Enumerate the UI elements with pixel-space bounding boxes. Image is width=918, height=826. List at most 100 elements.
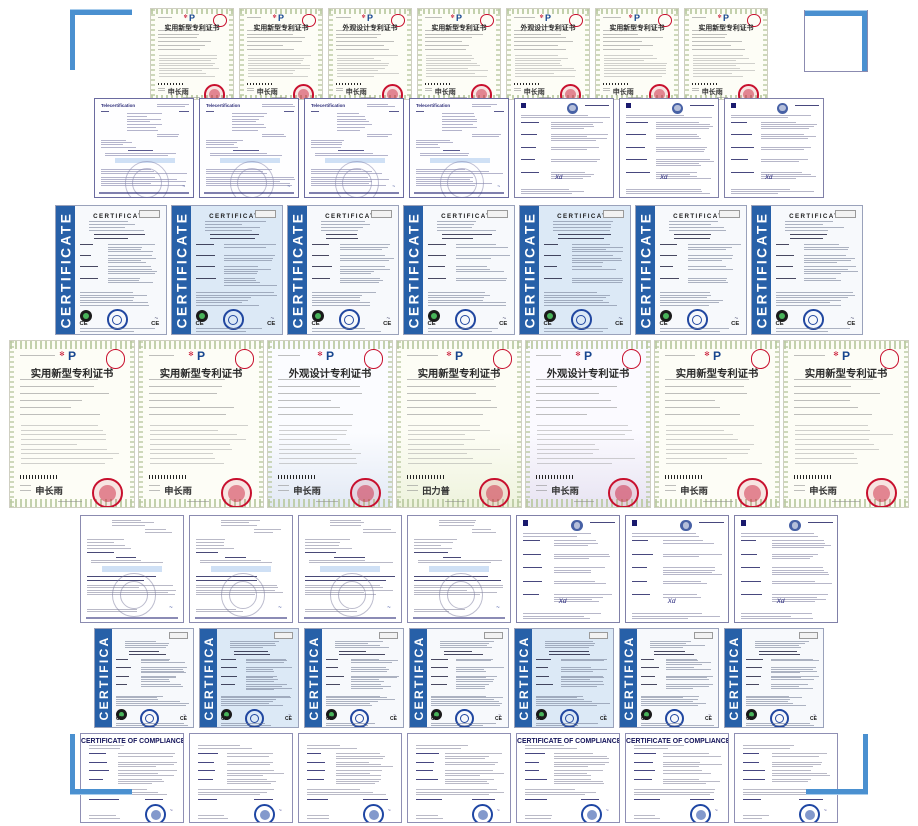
ornament-border-left [10, 341, 14, 507]
certificate-card[interactable]: CERTIFICA ~ CE CE [514, 628, 614, 728]
ornament-border-right [130, 341, 134, 507]
text-line [746, 723, 810, 724]
certificate-card[interactable]: CERTIFICA ~ CE CE [724, 628, 824, 728]
round-blue-seal [471, 803, 494, 822]
certificate-card[interactable]: Xd [625, 515, 729, 623]
certificate-card[interactable]: P ✻ 实用新型专利证书 田力普 [396, 340, 522, 508]
national-emblem-seal [608, 477, 639, 507]
certificate-card[interactable]: Xd [514, 98, 614, 198]
certificate-card[interactable]: CERTIFICA ~ CE CE [619, 628, 719, 728]
text-line [116, 695, 164, 697]
certificate-card[interactable]: CERTIFICA ~ CE CE [199, 628, 299, 728]
certificate-card[interactable]: ~ [189, 733, 293, 823]
text-line [336, 75, 375, 77]
text-line [772, 569, 825, 571]
certificate-card[interactable]: CERTIFICATE CERTIFICATE ~ CE CE [519, 205, 631, 335]
certificate-card[interactable]: Telecertification ~ [304, 98, 404, 198]
certificate-card[interactable]: Xd [516, 515, 620, 623]
certificate-card[interactable]: ~ [407, 515, 511, 623]
text-line [772, 753, 827, 755]
text-line [408, 434, 465, 436]
text-line [663, 596, 701, 598]
text-line [445, 764, 496, 766]
text-line [513, 45, 558, 47]
text-line [772, 781, 809, 783]
certificate-card[interactable]: CERTIFICATE OF COMPLIANCE ~ [516, 733, 620, 823]
text-line [339, 257, 394, 259]
text-line [367, 133, 392, 135]
certificate-card[interactable]: Telecertification ~ [409, 98, 509, 198]
certificate-card[interactable]: CERTIFICA ~ CE CE [409, 628, 509, 728]
certificate-card[interactable]: ~ [298, 733, 402, 823]
certificate-card[interactable]: ~ [734, 733, 838, 823]
text-line [150, 425, 248, 426]
certificate-card[interactable]: Telecertification ~ [199, 98, 299, 198]
certificate-card[interactable]: CERTIFICATE CERTIFICATE ~ CE CE [403, 205, 515, 335]
text-line [632, 594, 650, 596]
text-line [420, 154, 469, 156]
text-line [227, 770, 275, 772]
text-line [182, 96, 201, 98]
certificate-card[interactable]: ~ [407, 733, 511, 823]
certificate-card[interactable]: CERTIFICATE CERTIFICATE ~ CE CE [55, 205, 167, 335]
text-line [666, 453, 749, 455]
certificate-card[interactable]: ~ [80, 515, 184, 623]
certificate-card[interactable]: CERTIFICA ~ CE CE [94, 628, 194, 728]
ornament-border-right [674, 9, 678, 99]
text-line [246, 670, 274, 672]
certificate-card[interactable]: CERTIFICATE CERTIFICATE ~ CE CE [287, 205, 399, 335]
text-line [271, 96, 286, 98]
certificate-card[interactable]: ~ [298, 515, 402, 623]
text-line [761, 123, 817, 125]
ornament-border-top [151, 9, 233, 14]
logo-mark [741, 519, 747, 526]
certificate-card[interactable]: CERTIFICA ~ CE CE [304, 628, 404, 728]
certificate-card[interactable]: Xd [734, 515, 838, 623]
sidebar-label: CERTIFICATE [406, 211, 422, 329]
text-line [427, 292, 485, 294]
text-line [571, 255, 614, 257]
certificate-card[interactable]: CERTIFICATE OF COMPLIANCE ~ [80, 733, 184, 823]
certificate-card[interactable]: P✻实用新型专利证书申长雨 [138, 340, 264, 508]
text-line [442, 124, 473, 126]
certificate-card[interactable]: Telecertification ~ [94, 98, 194, 198]
certificate-card[interactable]: P✻实用新型专利证书申长雨 [783, 340, 909, 508]
barcode [246, 82, 272, 85]
certificate-card[interactable]: ~ [189, 515, 293, 623]
text-line [145, 528, 167, 530]
text-line [311, 294, 362, 296]
certificate-card[interactable]: CERTIFICATE CERTIFICATE ~ CE CE [751, 205, 863, 335]
handwritten-signature: ~ [823, 807, 827, 814]
certificate-card[interactable]: Xd [619, 98, 719, 198]
text-line [746, 703, 793, 705]
text-line [101, 169, 152, 170]
certificate-card[interactable]: P✻实用新型专利证书申长雨 [654, 340, 780, 508]
certificate-sidebar: CERTIFICATE [288, 206, 308, 334]
text-line [408, 453, 468, 455]
certificate-card[interactable]: P✻外观设计专利证书申长雨 [267, 340, 393, 508]
certificate-card[interactable]: CERTIFICATE CERTIFICATE ~ CE CE [171, 205, 283, 335]
text-line [311, 328, 365, 330]
text-line [771, 685, 799, 687]
text-line [634, 770, 656, 772]
certificate-card[interactable]: Xd [724, 98, 824, 198]
certificate-card[interactable]: CERTIFICATE CERTIFICATE ~ CE CE [635, 205, 747, 335]
text-line [571, 266, 603, 268]
text-line [427, 266, 445, 268]
certificate-card[interactable]: P✻外观设计专利证书申长雨 [525, 340, 651, 508]
certificate-card[interactable]: CERTIFICATE OF COMPLIANCE ~ [625, 733, 729, 823]
text-line [227, 755, 270, 757]
text-line [112, 525, 146, 527]
certificate-card[interactable]: P✻实用新型专利证书申长雨 [9, 340, 135, 508]
text-line [128, 149, 154, 151]
ce-mark: CE [116, 715, 123, 722]
highlight-block [101, 565, 163, 572]
ornament-border-bottom [784, 498, 908, 507]
